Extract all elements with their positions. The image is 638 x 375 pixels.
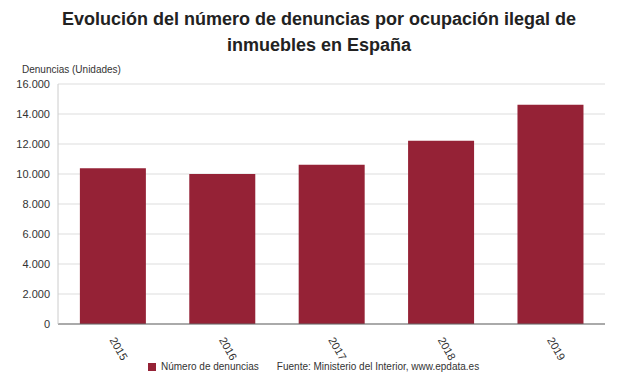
html-text:Fuente: Ministerio del Interio: Fuente: Ministerio del Interior, www.epd…: [276, 361, 480, 372]
html-text:Denuncias (Unidades): Denuncias (Unidades): [22, 64, 121, 75]
svg-text:2016: 2016: [217, 335, 240, 362]
html-text:Evolución del número de denunc: Evolución del número de denuncias por oc…: [62, 9, 576, 55]
svg-text:10.000: 10.000: [16, 168, 50, 180]
html-text:Número de denuncias: Número de denuncias: [161, 361, 259, 372]
svg-text:2017: 2017: [326, 335, 349, 362]
svg-text:6.000: 6.000: [22, 228, 50, 240]
svg-text:2019: 2019: [545, 335, 568, 362]
svg-text:12.000: 12.000: [16, 138, 50, 150]
svg-text:14.000: 14.000: [16, 108, 50, 120]
svg-text:8.000: 8.000: [22, 198, 50, 210]
svg-text:4.000: 4.000: [22, 258, 50, 270]
svg-text:16.000: 16.000: [16, 78, 50, 90]
svg-text:2018: 2018: [436, 335, 459, 362]
svg-text:2.000: 2.000: [22, 288, 50, 300]
svg-text:0: 0: [44, 318, 50, 330]
svg-text:2015: 2015: [108, 335, 131, 362]
